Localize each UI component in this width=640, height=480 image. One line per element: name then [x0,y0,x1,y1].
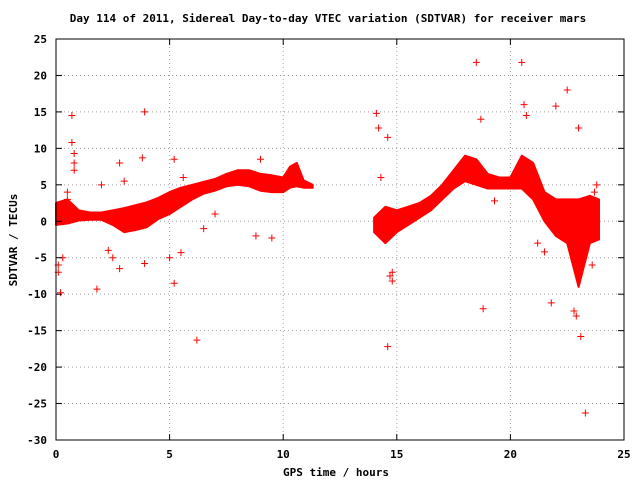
data-point [375,124,383,132]
data-point [116,265,124,273]
data-point [518,58,526,66]
data-point [170,155,178,163]
data-point [268,234,276,242]
data-point [141,260,149,268]
data-point [540,248,548,256]
x-axis-label: GPS time / hours [283,466,389,479]
data-point [477,115,485,123]
density-band-1 [55,161,314,234]
data-point [200,225,208,233]
x-tick-label: 5 [166,448,173,461]
data-point [552,102,560,110]
x-tick-label: 25 [617,448,630,461]
data-point [590,188,598,196]
data-point [97,181,105,189]
data-point [581,409,589,417]
data-point [109,254,117,262]
data-point [177,249,185,257]
data-point [104,246,112,254]
y-axis-label: SDTVAR / TECUs [7,194,20,287]
y-tick-label: -30 [27,434,47,447]
y-tick-label: 15 [34,106,47,119]
data-point [70,149,78,157]
data-point [116,159,124,167]
data-point [520,101,528,109]
data-point [575,124,583,132]
axis-ticks: 0 5 10 15 20 25 -30 -25 -20 -15 -10 -5 0 5 10 15 20 25 [27,33,631,461]
x-tick-label: 15 [390,448,403,461]
data-point [593,181,601,189]
data-point [166,254,174,262]
chart-title: Day 114 of 2011, Sidereal Day-to-day VTE… [70,12,587,25]
data-point [252,232,260,240]
x-tick-label: 10 [277,448,290,461]
data-point [57,289,65,297]
data-point [93,285,101,293]
data-point [547,299,555,307]
density-band-2 [373,154,600,288]
data-point [141,108,149,116]
data-point [375,221,383,229]
data-point [256,155,264,163]
data-point [472,58,480,66]
x-tick-label: 20 [504,448,517,461]
data-point [63,195,71,203]
data-point [384,133,392,141]
grid-lines [56,39,624,440]
data-point [570,307,578,315]
plot-frame [55,38,625,441]
data-point [170,279,178,287]
data-point [577,332,585,340]
data-point [479,305,487,313]
outlier-points [54,58,601,417]
y-tick-label: 0 [40,215,47,228]
data-point [377,174,385,182]
data-point [138,154,146,162]
data-point [388,277,396,285]
y-tick-label: 10 [34,142,47,155]
data-point [70,166,78,174]
y-tick-label: -5 [34,252,47,265]
data-point [211,210,219,218]
data-point [572,312,580,320]
data-point [388,268,396,276]
data-point [68,139,76,147]
x-tick-label: 0 [53,448,60,461]
data-point [588,261,596,269]
y-tick-label: -15 [27,325,47,338]
data-point [534,239,542,247]
data-point [68,112,76,120]
data-point [563,86,571,94]
y-tick-label: 5 [40,179,47,192]
data-point [63,188,71,196]
data-point [120,177,128,185]
data-point [522,112,530,120]
y-tick-label: -20 [27,361,47,374]
data-point [372,109,380,117]
data-point [193,336,201,344]
density-bands [55,154,600,288]
y-tick-label: -25 [27,398,47,411]
y-tick-label: 20 [34,69,47,82]
data-point [490,197,498,205]
y-tick-label: -10 [27,288,47,301]
y-tick-label: 25 [34,33,47,46]
data-point [384,343,392,351]
data-point [179,174,187,182]
data-point [386,272,394,280]
data-point [70,159,78,167]
